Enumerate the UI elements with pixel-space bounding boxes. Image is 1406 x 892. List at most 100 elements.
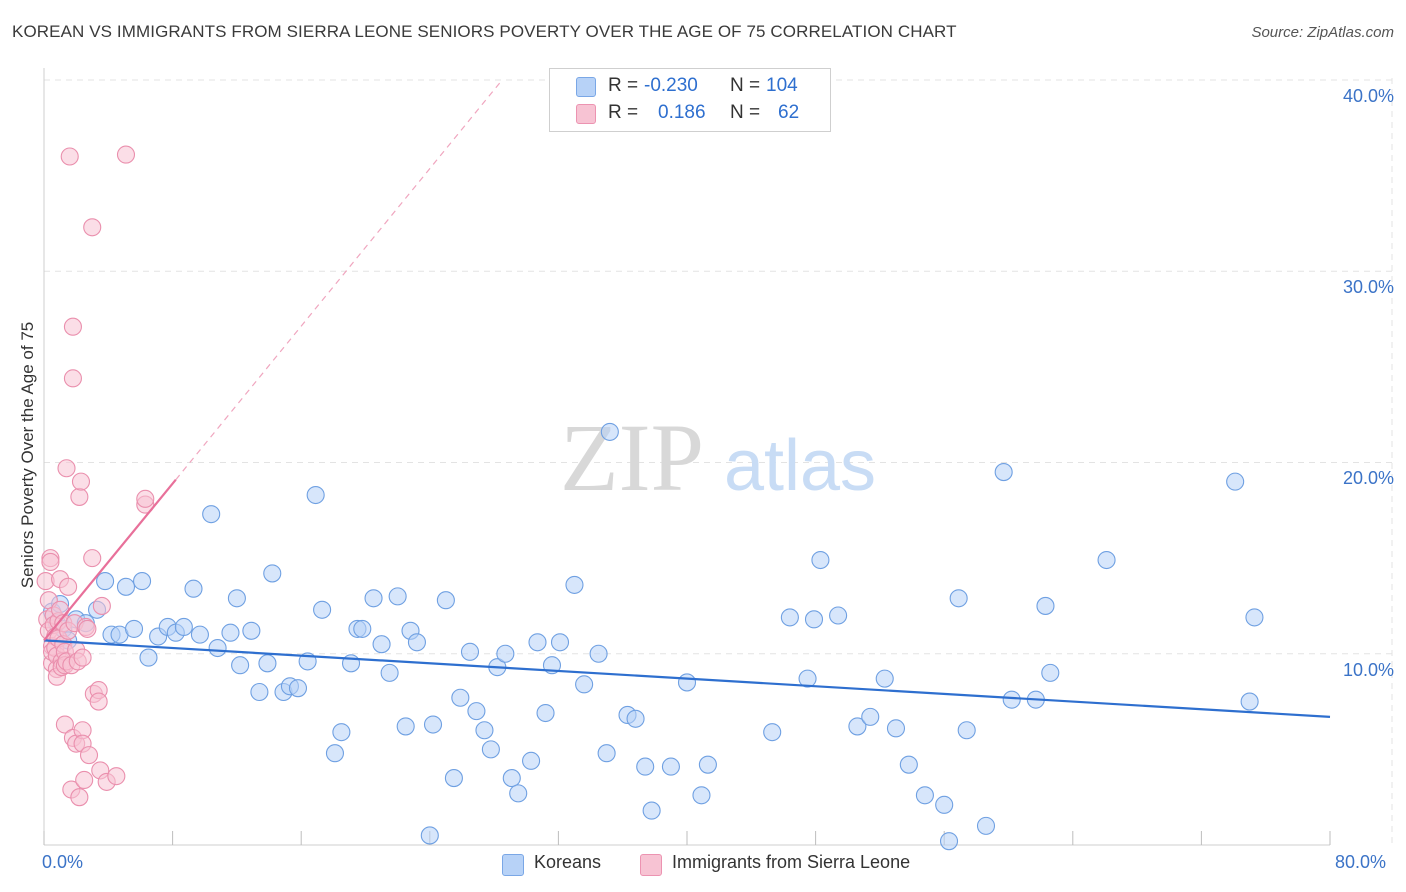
sierra-leone-point [79, 746, 99, 765]
korean-point [763, 723, 782, 742]
korean-point [396, 717, 415, 736]
y-tick-10: 10.0% [1342, 660, 1394, 680]
korean-point [899, 755, 918, 774]
korean-point [565, 575, 584, 594]
korean-point [496, 644, 515, 663]
korean-point [636, 757, 655, 776]
korean-point [231, 656, 250, 675]
korean-point [116, 577, 136, 596]
sierra-leone-trend-extension [175, 79, 503, 481]
korean-point [306, 485, 325, 505]
korean-point [174, 617, 193, 637]
sierra-leone-point [75, 770, 94, 790]
sierra-leone-point [55, 715, 74, 734]
y-tick-20: 20.0% [1342, 468, 1394, 488]
korean-point [96, 572, 115, 591]
legend-n-label: N = [730, 75, 761, 96]
korean-point [481, 740, 500, 759]
sierra-leone-point [57, 459, 76, 478]
korean-point [208, 638, 227, 658]
legend-n-label: N = [730, 102, 761, 123]
sierra-leone-point [83, 218, 102, 237]
chart-title: KOREAN VS IMMIGRANTS FROM SIERRA LEONE S… [12, 22, 957, 41]
korean-point [475, 721, 494, 740]
korean-point [509, 784, 528, 803]
sierra-leone-point [73, 648, 92, 667]
korean-point [190, 625, 209, 644]
korean-point [522, 751, 541, 770]
legend-r-sierra: 0.186 [658, 102, 706, 123]
korean-point [139, 648, 158, 667]
korean-point [332, 723, 351, 742]
sierra-leone-point [41, 552, 60, 572]
korean-point [1036, 596, 1055, 615]
korean-point [1041, 663, 1060, 682]
watermark-zip: ZIP [560, 404, 704, 511]
korean-point [994, 463, 1013, 482]
korean-point [600, 422, 619, 441]
legend-r-label: R = [608, 102, 639, 123]
sierra-leone-point [78, 619, 97, 638]
sierra-leone-point [70, 788, 89, 807]
korean-point [886, 719, 906, 738]
legend-r-label: R = [608, 75, 639, 96]
korean-point [364, 589, 383, 608]
korean-point [976, 816, 996, 835]
korean-point [798, 669, 817, 688]
korean-point [829, 606, 848, 625]
korean-point [502, 769, 521, 788]
sierra-leone-point [116, 145, 136, 164]
source-label: Source: ZipAtlas.com [1251, 24, 1394, 41]
korean-point [258, 654, 277, 673]
sierra-leone-point [89, 692, 108, 711]
korean-point [935, 795, 954, 814]
legend-r-koreans: -0.230 [644, 75, 698, 96]
korean-point [780, 608, 799, 627]
bottom-legend-label-sierra: Immigrants from Sierra Leone [672, 852, 911, 872]
korean-point [353, 619, 372, 638]
y-tick-30: 30.0% [1342, 277, 1394, 297]
sierra-leone-point [70, 487, 89, 506]
sierra-leone-trend-line [43, 479, 177, 642]
sierra-leone-point [136, 489, 155, 508]
x-tick-max: 80.0% [1335, 852, 1387, 872]
korean-point [698, 755, 717, 774]
koreans-trend-line [43, 639, 1331, 718]
korean-point [1226, 472, 1245, 491]
korean-point [325, 744, 345, 763]
korean-point [202, 505, 221, 524]
korean-point [939, 832, 959, 851]
korean-point [1245, 608, 1264, 627]
korean-point [957, 721, 976, 740]
korean-point [380, 663, 399, 682]
y-tick-40: 40.0% [1342, 86, 1394, 106]
korean-point [124, 619, 144, 638]
korean-point [528, 633, 547, 652]
korean-point [848, 717, 867, 736]
y-axis-label: Seniors Poverty Over the Age of 75 [18, 321, 37, 589]
legend-swatch-sierra [576, 104, 596, 124]
bottom-legend-swatch-sierra [640, 854, 662, 876]
korean-point [661, 757, 680, 776]
korean-point [436, 591, 455, 610]
korean-point [388, 587, 407, 606]
korean-point [1240, 692, 1259, 711]
sierra-leone-point [107, 767, 126, 786]
sierra-leone-points [36, 145, 155, 807]
korean-point [372, 635, 391, 654]
bottom-legend-swatch-koreans [502, 854, 524, 876]
korean-point [1002, 690, 1021, 709]
korean-point [263, 564, 282, 583]
korean-point [536, 703, 555, 723]
legend-n-koreans: 104 [766, 75, 798, 96]
korean-point [915, 786, 934, 805]
korean-point [692, 786, 711, 805]
watermark: ZIP atlas [560, 404, 876, 511]
korean-point [949, 589, 968, 608]
korean-point [133, 572, 152, 591]
korean-point [804, 610, 824, 629]
sierra-leone-point [63, 369, 82, 388]
sierra-leone-point [71, 472, 91, 491]
korean-point [589, 644, 608, 663]
